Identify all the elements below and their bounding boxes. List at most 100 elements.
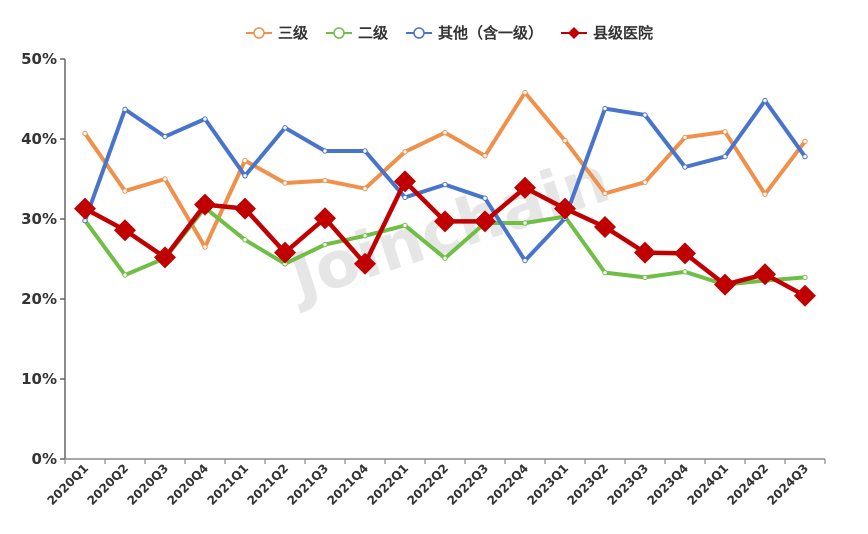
- data-point[interactable]: [522, 257, 528, 264]
- data-point[interactable]: [522, 89, 528, 96]
- data-point[interactable]: [282, 180, 288, 186]
- data-point[interactable]: [682, 134, 688, 141]
- data-point[interactable]: [442, 129, 448, 136]
- data-point[interactable]: [682, 164, 688, 170]
- data-point[interactable]: [242, 237, 248, 243]
- data-point[interactable]: [722, 129, 728, 135]
- legend-item-2[interactable]: 其他（含一级）: [406, 22, 543, 43]
- data-point[interactable]: [314, 207, 336, 230]
- legend-item-0[interactable]: 三级: [246, 22, 308, 43]
- data-point[interactable]: [122, 188, 128, 194]
- data-point[interactable]: [434, 210, 456, 233]
- data-point[interactable]: [362, 233, 368, 239]
- legend-label: 三级: [278, 24, 309, 42]
- data-point[interactable]: [402, 194, 408, 201]
- data-point[interactable]: [682, 269, 688, 275]
- series-line-0: [82, 89, 808, 250]
- data-point[interactable]: [762, 97, 768, 104]
- x-tick-label: 2020Q2: [84, 461, 131, 508]
- data-point[interactable]: [74, 197, 96, 220]
- data-point[interactable]: [322, 177, 328, 184]
- x-tick-label: 2021Q3: [284, 461, 331, 508]
- x-tick-label: 2022Q3: [444, 461, 491, 508]
- x-tick-label: 2024Q2: [724, 461, 771, 508]
- data-point[interactable]: [282, 125, 288, 131]
- data-point[interactable]: [354, 252, 376, 275]
- x-tick-label: 2022Q2: [404, 461, 451, 508]
- data-point[interactable]: [642, 112, 648, 118]
- data-point[interactable]: [794, 284, 816, 307]
- data-point[interactable]: [482, 153, 488, 159]
- data-point[interactable]: [162, 176, 168, 182]
- data-point[interactable]: [474, 210, 496, 233]
- data-point[interactable]: [802, 153, 808, 160]
- data-point[interactable]: [674, 242, 696, 265]
- svg-text:Joinchain: Joinchain: [278, 143, 618, 316]
- data-point[interactable]: [554, 197, 576, 220]
- data-point[interactable]: [274, 241, 296, 264]
- data-point[interactable]: [482, 195, 488, 201]
- data-point[interactable]: [202, 116, 208, 122]
- data-point[interactable]: [242, 157, 248, 164]
- data-point[interactable]: [602, 269, 608, 276]
- data-point[interactable]: [154, 246, 176, 269]
- data-point[interactable]: [162, 133, 168, 140]
- x-tick-label: 2022Q4: [484, 461, 531, 508]
- legend-label: 县级医院: [593, 24, 654, 42]
- data-point[interactable]: [194, 193, 216, 216]
- data-point[interactable]: [234, 197, 256, 220]
- data-point[interactable]: [402, 149, 408, 155]
- diamond-marker-icon: [561, 26, 588, 39]
- data-point[interactable]: [642, 274, 648, 281]
- watermark: Joinchain: [278, 143, 618, 316]
- circle-marker-icon: [246, 26, 272, 39]
- data-point[interactable]: [522, 220, 528, 226]
- data-point[interactable]: [802, 138, 808, 145]
- data-point[interactable]: [714, 273, 736, 296]
- data-point[interactable]: [442, 255, 448, 261]
- data-point[interactable]: [634, 241, 656, 264]
- data-point[interactable]: [514, 176, 536, 199]
- legend-item-3[interactable]: 县级医院: [561, 22, 653, 43]
- data-point[interactable]: [642, 179, 648, 185]
- circle-marker-icon: [406, 26, 433, 39]
- data-point[interactable]: [602, 190, 608, 197]
- legend-label: 二级: [358, 24, 389, 42]
- data-point[interactable]: [322, 148, 328, 154]
- circle-marker-icon: [326, 26, 353, 39]
- x-tick-label: 2021Q2: [244, 461, 291, 508]
- x-tick-label: 2020Q3: [124, 461, 171, 508]
- data-point[interactable]: [322, 241, 328, 248]
- data-point[interactable]: [114, 219, 136, 242]
- data-point[interactable]: [362, 185, 368, 192]
- x-tick-label: 2021Q4: [324, 461, 371, 508]
- data-point[interactable]: [402, 222, 408, 229]
- legend-item-1[interactable]: 二级: [326, 22, 388, 43]
- x-tick-label: 2021Q1: [204, 461, 251, 508]
- legend-label: 其他（含一级）: [438, 24, 544, 42]
- x-tick-label: 2024Q3: [764, 461, 811, 508]
- data-point[interactable]: [442, 181, 448, 188]
- data-point[interactable]: [762, 191, 768, 197]
- data-point[interactable]: [122, 106, 128, 113]
- data-point[interactable]: [602, 105, 608, 112]
- y-tick-label: 40%: [21, 130, 57, 148]
- data-point[interactable]: [122, 272, 128, 278]
- x-tick-label: 2024Q1: [684, 461, 731, 508]
- data-point[interactable]: [394, 170, 416, 193]
- data-point[interactable]: [242, 173, 248, 179]
- data-point[interactable]: [202, 244, 208, 250]
- data-point[interactable]: [754, 263, 776, 286]
- data-point[interactable]: [802, 274, 808, 281]
- data-point[interactable]: [594, 216, 616, 238]
- data-point[interactable]: [82, 130, 88, 137]
- data-point[interactable]: [722, 153, 728, 160]
- data-point[interactable]: [362, 148, 368, 154]
- x-tick-label: 2023Q2: [564, 461, 611, 508]
- x-tick-label: 2023Q4: [644, 461, 691, 508]
- data-point[interactable]: [562, 137, 568, 144]
- x-tick-label: 2023Q1: [524, 461, 571, 508]
- x-tick-label: 2020Q4: [164, 461, 211, 508]
- x-tick-label: 2023Q3: [604, 461, 651, 508]
